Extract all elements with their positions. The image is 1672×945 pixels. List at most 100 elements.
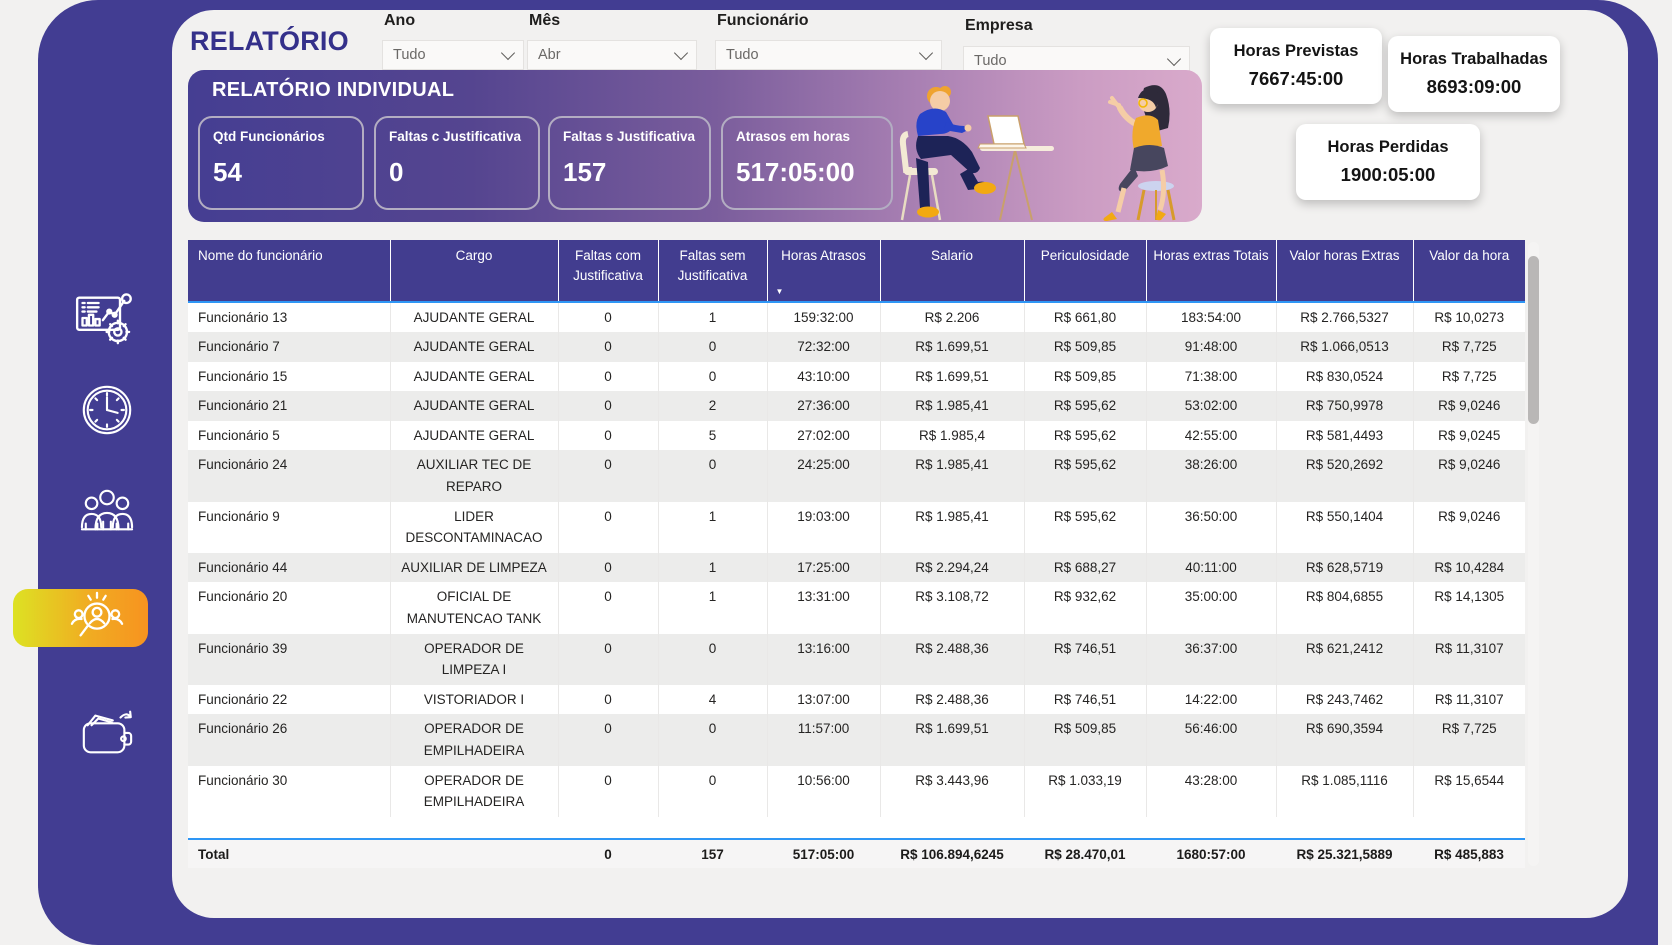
table-row[interactable]: Funcionário 7 AJUDANTE GERAL 0 0 72:32:00 R$ … bbox=[188, 332, 1525, 362]
column-header[interactable]: Nome do funcionário bbox=[188, 240, 391, 303]
sidebar-item-team[interactable] bbox=[73, 480, 141, 544]
banner-title: RELATÓRIO INDIVIDUAL bbox=[212, 79, 455, 101]
table-cell: VISTORIADOR I bbox=[390, 684, 559, 715]
table-row[interactable]: Funcionário 30 OPERADOR DE EMPILHADEIRA 0 0… bbox=[188, 765, 1525, 817]
column-header[interactable]: Faltas sem Justificativa bbox=[658, 240, 768, 303]
column-header[interactable]: Horas Atrasos ▼ bbox=[767, 240, 881, 303]
table-row[interactable]: Funcionário 26 OPERADOR DE EMPILHADEIRA 0 0… bbox=[188, 714, 1525, 766]
stat-qtd-funcionarios: Qtd Funcionários 54 bbox=[198, 116, 364, 210]
column-header[interactable]: Valor da hora bbox=[1413, 240, 1525, 303]
chevron-down-icon bbox=[673, 45, 689, 60]
table-cell: R$ 14,1305 bbox=[1434, 589, 1505, 605]
table-cell: R$ 1.033,19 bbox=[1024, 765, 1147, 817]
table-cell: 17:25:00 bbox=[767, 552, 881, 583]
table-cell: 159:32:00 bbox=[767, 301, 881, 333]
wallet-icon bbox=[82, 710, 133, 754]
table-cell: 0 bbox=[558, 501, 659, 553]
total-cell: R$ 28.470,01 bbox=[1044, 846, 1126, 862]
table-cell: 56:46:00 bbox=[1146, 714, 1277, 766]
table-cell: Funcionário 30 bbox=[188, 765, 391, 817]
table-cell: 1 bbox=[658, 301, 768, 333]
table-cell: 5 bbox=[658, 420, 768, 451]
total-cell: R$ 106.894,6245 bbox=[900, 846, 1004, 862]
filter-dropdown-mes[interactable]: Abr bbox=[527, 40, 697, 70]
page-title: RELATÓRIO bbox=[190, 26, 349, 56]
table-row[interactable]: Funcionário 22 VISTORIADOR I 0 4 13:07:00 R$ … bbox=[188, 684, 1525, 715]
table-cell: AJUDANTE GERAL bbox=[390, 361, 559, 392]
table-cell: LIDER DESCONTAMINACAO bbox=[390, 501, 559, 553]
filter-label-empresa: Empresa bbox=[965, 17, 1033, 34]
table-row[interactable]: Funcionário 5 AJUDANTE GERAL 0 5 27:02:00 R$ … bbox=[188, 420, 1525, 451]
column-header[interactable]: Periculosidade bbox=[1024, 240, 1147, 303]
stat-faltas-sem-justificativa: Faltas s Justificativa 157 bbox=[548, 116, 711, 210]
meeting-illustration bbox=[899, 85, 1176, 221]
sidebar-item-dashboard[interactable] bbox=[71, 286, 139, 350]
table-row[interactable]: Funcionário 44 AUXILIAR DE LIMPEZA 0 1 17:25… bbox=[188, 552, 1525, 583]
table-cell: R$ 520,2692 bbox=[1276, 450, 1414, 502]
table-cell: 14:22:00 bbox=[1146, 684, 1277, 715]
table-row[interactable]: Funcionário 24 AUXILIAR TEC DE REPARO 0 0 24… bbox=[188, 450, 1525, 502]
table-cell: 0 bbox=[558, 714, 659, 766]
stat-value: 54 bbox=[213, 157, 242, 187]
table-row[interactable]: Funcionário 20 OFICIAL DE MANUTENCAO TANK… bbox=[188, 582, 1525, 634]
table-cell: OFICIAL DE MANUTENCAO TANK bbox=[390, 582, 559, 634]
kpi-label: Horas Previstas bbox=[1233, 42, 1359, 60]
table-cell: 13:16:00 bbox=[767, 633, 881, 685]
filter-dropdown-ano[interactable]: Tudo bbox=[382, 40, 524, 70]
table-cell: 35:00:00 bbox=[1146, 582, 1277, 634]
table-cell: R$ 9,0246 bbox=[1438, 457, 1501, 473]
table-cell: R$ 1.985,41 bbox=[880, 501, 1025, 553]
table-cell: R$ 595,62 bbox=[1024, 420, 1147, 451]
total-cell: Total bbox=[198, 846, 230, 862]
total-cell: 0 bbox=[604, 846, 612, 862]
sidebar-item-time[interactable] bbox=[73, 378, 141, 442]
table-row[interactable]: Funcionário 13 AJUDANTE GERAL 0 1 159:32:00 R… bbox=[188, 301, 1525, 333]
column-header[interactable]: Valor horas Extras bbox=[1276, 240, 1414, 303]
table-cell: R$ 628,5719 bbox=[1276, 552, 1414, 583]
table-cell: 0 bbox=[658, 714, 768, 766]
table-cell: R$ 10,0273 bbox=[1434, 309, 1505, 325]
table-row[interactable]: Funcionário 21 AJUDANTE GERAL 0 2 27:36:00 R$… bbox=[188, 391, 1525, 421]
table-cell: 36:37:00 bbox=[1146, 633, 1277, 685]
table-cell: AUXILIAR TEC DE REPARO bbox=[390, 450, 559, 502]
table-cell: R$ 1.066,0513 bbox=[1276, 332, 1414, 362]
table-cell: 43:10:00 bbox=[767, 361, 881, 392]
table-cell: 0 bbox=[558, 552, 659, 583]
table-cell: 19:03:00 bbox=[767, 501, 881, 553]
stat-value: 157 bbox=[563, 157, 607, 187]
sidebar-item-individual-report[interactable] bbox=[13, 589, 148, 647]
individual-search-icon bbox=[70, 591, 124, 637]
table-row[interactable]: Funcionário 9 LIDER DESCONTAMINACAO 0 1 19:0… bbox=[188, 501, 1525, 553]
table-cell: R$ 746,51 bbox=[1024, 684, 1147, 715]
table-cell: 1 bbox=[658, 501, 768, 553]
table-scrollbar[interactable] bbox=[1528, 242, 1539, 866]
table-row[interactable]: Funcionário 15 AJUDANTE GERAL 0 0 43:10:00 R$… bbox=[188, 361, 1525, 392]
table-cell: R$ 1.699,51 bbox=[880, 361, 1025, 392]
table-cell: R$ 1.699,51 bbox=[880, 714, 1025, 766]
total-cell: R$ 485,883 bbox=[1434, 846, 1504, 862]
filter-dropdown-funcionario[interactable]: Tudo bbox=[715, 40, 942, 70]
stat-label: Faltas c Justificativa bbox=[389, 129, 522, 144]
filter-value-mes: Abr bbox=[538, 47, 561, 63]
table-row[interactable]: Funcionário 39 OPERADOR DE LIMPEZA I 0 0 13:… bbox=[188, 633, 1525, 685]
scrollbar-thumb[interactable] bbox=[1528, 256, 1539, 424]
column-header[interactable]: Horas extras Totais bbox=[1146, 240, 1277, 303]
table-cell: R$ 15,6544 bbox=[1434, 772, 1505, 788]
table-cell: R$ 688,27 bbox=[1024, 552, 1147, 583]
kpi-horas-perdidas: Horas Perdidas 1900:05:00 bbox=[1296, 124, 1480, 200]
table-cell: 2 bbox=[658, 391, 768, 421]
filter-label-funcionario: Funcionário bbox=[717, 12, 809, 29]
table-cell: 27:36:00 bbox=[767, 391, 881, 421]
table-cell: AJUDANTE GERAL bbox=[390, 420, 559, 451]
table-cell: 0 bbox=[558, 684, 659, 715]
sidebar-item-payroll[interactable] bbox=[73, 700, 141, 764]
column-header[interactable]: Faltas com Justificativa bbox=[558, 240, 659, 303]
clock-icon bbox=[82, 385, 132, 435]
table-cell: R$ 581,4493 bbox=[1276, 420, 1414, 451]
column-header[interactable]: Cargo bbox=[390, 240, 559, 303]
table-cell: R$ 509,85 bbox=[1024, 361, 1147, 392]
table-cell: R$ 10,4284 bbox=[1434, 559, 1505, 575]
table-cell: AJUDANTE GERAL bbox=[390, 332, 559, 362]
column-header[interactable]: Salario bbox=[880, 240, 1025, 303]
table-cell: 0 bbox=[558, 361, 659, 392]
